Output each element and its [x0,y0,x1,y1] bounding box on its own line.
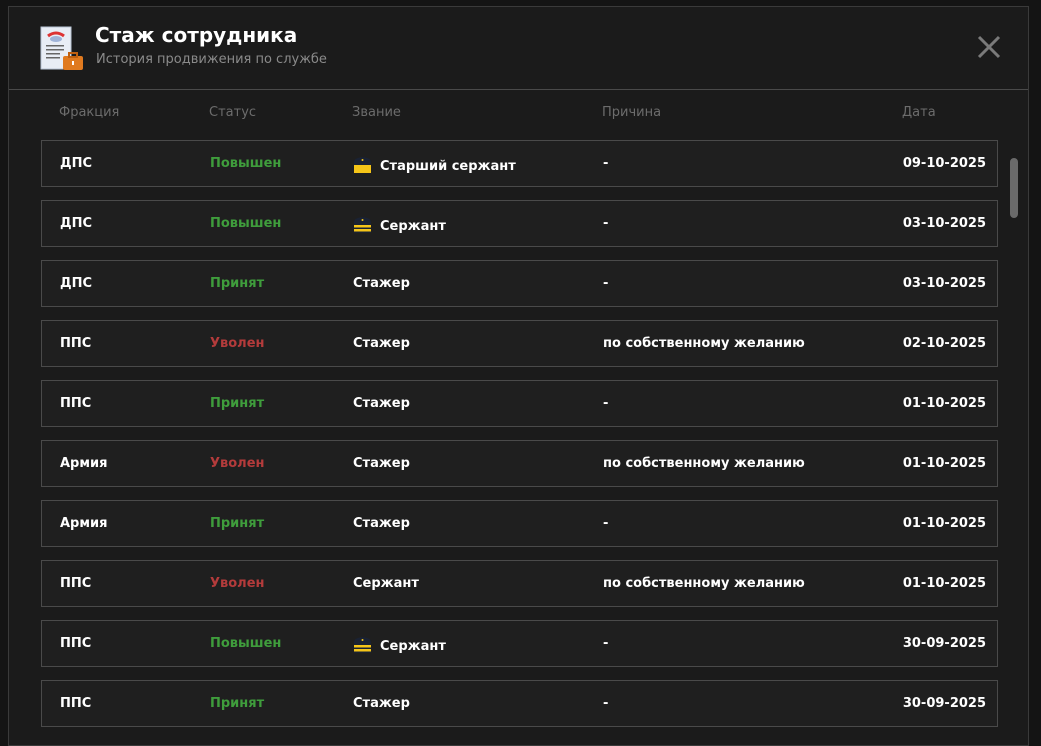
rank-label: Старший сержант [380,159,516,174]
rank-cell: Стажер [353,456,410,471]
faction-cell: ППС [60,696,92,711]
rank-label: Сержант [353,576,419,591]
reason-cell: по собственному желанию [603,576,805,591]
date-cell: 03-10-2025 [902,216,986,231]
rank-cell: Стажер [353,696,410,711]
faction-cell: Армия [60,456,108,471]
rank-label: Стажер [353,456,410,471]
table-row[interactable]: Армия Уволен Стажер по собственному желанию… [41,440,998,487]
rank-cell: Сержант [353,576,419,591]
status-cell: Принят [210,516,265,531]
rank-label: Стажер [353,396,410,411]
status-cell: Повышен [210,636,282,651]
faction-cell: ППС [60,576,92,591]
faction-cell: ППС [60,336,92,351]
reason-cell: - [603,516,609,531]
reason-cell: - [603,636,609,651]
faction-cell: ППС [60,636,92,651]
rank-label: Стажер [353,336,410,351]
reason-cell: - [603,216,609,231]
status-cell: Повышен [210,216,282,231]
rank-cell: Стажер [353,336,410,351]
seniority-modal: Стаж сотрудника История продвижения по с… [8,6,1029,746]
sergeant-rank-icon [354,217,371,233]
faction-cell: ДПС [60,276,92,291]
date-cell: 30-09-2025 [902,636,986,651]
rank-label: Стажер [353,276,410,291]
date-cell: 09-10-2025 [902,156,986,171]
status-cell: Принят [210,696,265,711]
table-row[interactable]: ППС Уволен Стажер по собственному желанию 02… [41,320,998,367]
column-status: Статус [209,105,257,120]
faction-cell: ДПС [60,156,92,171]
status-cell: Принят [210,276,265,291]
column-faction: Фракция [59,105,120,120]
table-row[interactable]: Армия Принят Стажер - 01-10-2025 [41,500,998,547]
rank-cell: Стажер [353,396,410,411]
reason-cell: по собственному желанию [603,456,805,471]
date-cell: 02-10-2025 [902,336,986,351]
rank-cell: Старший сержант [353,156,516,174]
date-cell: 01-10-2025 [902,456,986,471]
close-icon[interactable] [975,33,1003,61]
rank-cell: Стажер [353,516,410,531]
modal-subtitle: История продвижения по службе [96,52,327,67]
faction-cell: Армия [60,516,108,531]
table-row[interactable]: ППС Уволен Сержант по собственному желанию 0… [41,560,998,607]
rank-cell: Стажер [353,276,410,291]
rank-label: Стажер [353,516,410,531]
faction-cell: ППС [60,396,92,411]
reason-cell: - [603,156,609,171]
status-cell: Принят [210,396,265,411]
status-cell: Уволен [210,336,265,351]
reason-cell: по собственному желанию [603,336,805,351]
date-cell: 30-09-2025 [902,696,986,711]
reason-cell: - [603,276,609,291]
date-cell: 01-10-2025 [902,516,986,531]
table-header: Фракция Статус Звание Причина Дата [9,105,1028,121]
status-cell: Уволен [210,456,265,471]
date-cell: 01-10-2025 [902,576,986,591]
rank-cell: Сержант [353,216,446,234]
document-briefcase-icon [40,26,83,70]
modal-header: Стаж сотрудника История продвижения по с… [9,7,1028,90]
column-date: Дата [902,105,936,120]
date-cell: 01-10-2025 [902,396,986,411]
scrollbar-thumb[interactable] [1010,158,1018,218]
sergeant-rank-icon [354,637,371,653]
column-reason: Причина [602,105,662,120]
table-row[interactable]: ППС Принят Стажер - 01-10-2025 [41,380,998,427]
rank-label: Стажер [353,696,410,711]
table-row[interactable]: ДПС Повышен Старший сержант - 09-10-2025 [41,140,998,187]
senior-sergeant-rank-icon [354,157,371,173]
faction-cell: ДПС [60,216,92,231]
table-row[interactable]: ППС Принят Стажер - 30-09-2025 [41,680,998,727]
rank-cell: Сержант [353,636,446,654]
column-rank: Звание [352,105,401,120]
date-cell: 03-10-2025 [902,276,986,291]
rank-label: Сержант [380,639,446,654]
status-cell: Повышен [210,156,282,171]
rank-label: Сержант [380,219,446,234]
status-cell: Уволен [210,576,265,591]
reason-cell: - [603,696,609,711]
reason-cell: - [603,396,609,411]
table-row[interactable]: ДПС Принят Стажер - 03-10-2025 [41,260,998,307]
table-row[interactable]: ППС Повышен Сержант - 30-09-2025 [41,620,998,667]
table-row[interactable]: ДПС Повышен Сержант - 03-10-2025 [41,200,998,247]
modal-title: Стаж сотрудника [95,23,298,47]
